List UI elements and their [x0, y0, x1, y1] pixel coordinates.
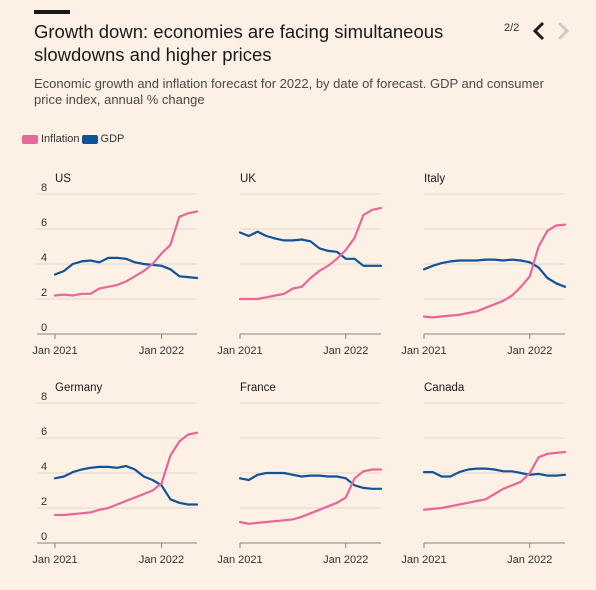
us-y-tick-label: 6	[41, 217, 47, 229]
us-x-tick-label: Jan 2021	[32, 345, 77, 357]
header-accent-bar	[34, 10, 70, 14]
us-inflation-line	[53, 210, 199, 297]
canada-x-tick-label: Jan 2022	[507, 554, 552, 566]
legend-swatch-inflation	[22, 134, 38, 144]
previous-chart-button[interactable]	[528, 18, 550, 44]
italy-x-tick-label: Jan 2021	[401, 345, 446, 357]
page-indicator: 2/2	[504, 22, 520, 34]
germany-x-tick-label: Jan 2022	[139, 554, 184, 566]
legend-swatch-gdp	[81, 134, 98, 144]
legend-item-inflation: Inflation	[22, 133, 80, 145]
us-x-tick-label: Jan 2022	[139, 345, 184, 357]
canada-gdp-line	[422, 467, 567, 478]
chart-title: Growth down: economies are facing simult…	[34, 21, 444, 65]
france-gdp-line	[238, 471, 383, 490]
france-x-tick-label: Jan 2021	[217, 554, 262, 566]
us-panel-title: US	[55, 173, 71, 185]
us-y-tick-label: 2	[41, 287, 47, 299]
canada-x-tick-label: Jan 2021	[401, 554, 446, 566]
uk-gdp-line	[238, 230, 383, 267]
canada-panel-title: Canada	[424, 382, 465, 394]
italy-panel-title: Italy	[424, 173, 445, 185]
us-gdp-line	[53, 256, 199, 280]
germany-panel-title: Germany	[55, 382, 103, 394]
germany-gdp-line	[53, 464, 199, 506]
italy-x-tick-label: Jan 2022	[507, 345, 552, 357]
legend: Inflation GDP	[22, 133, 126, 145]
france-panel-title: France	[240, 382, 276, 394]
legend-item-gdp: GDP	[81, 133, 125, 145]
italy-gdp-line	[422, 258, 567, 288]
germany-y-tick-label: 0	[41, 531, 47, 543]
uk-inflation-line	[238, 206, 383, 301]
chart-subtitle: Economic growth and inflation forecast f…	[34, 76, 544, 107]
us-y-tick-label: 0	[41, 322, 47, 334]
legend-label-gdp: GDP	[100, 133, 125, 145]
germany-y-tick-label: 2	[41, 496, 47, 508]
germany-y-tick-label: 8	[41, 391, 47, 403]
france-x-tick-label: Jan 2022	[323, 554, 368, 566]
france-inflation-line	[238, 468, 383, 525]
italy-inflation-line	[422, 223, 567, 319]
germany-x-tick-label: Jan 2021	[32, 554, 77, 566]
chevron-left-icon	[532, 21, 545, 41]
germany-inflation-line	[53, 431, 199, 517]
us-y-tick-label: 4	[41, 252, 47, 264]
uk-x-tick-label: Jan 2022	[323, 345, 368, 357]
legend-label-inflation: Inflation	[41, 133, 80, 145]
chevron-right-icon	[557, 21, 570, 41]
germany-y-tick-label: 6	[41, 426, 47, 438]
canada-inflation-line	[422, 450, 567, 511]
uk-x-tick-label: Jan 2021	[217, 345, 262, 357]
uk-panel-title: UK	[240, 173, 256, 185]
next-chart-button[interactable]	[552, 18, 574, 44]
germany-y-tick-label: 4	[41, 461, 47, 473]
us-y-tick-label: 8	[41, 182, 47, 194]
